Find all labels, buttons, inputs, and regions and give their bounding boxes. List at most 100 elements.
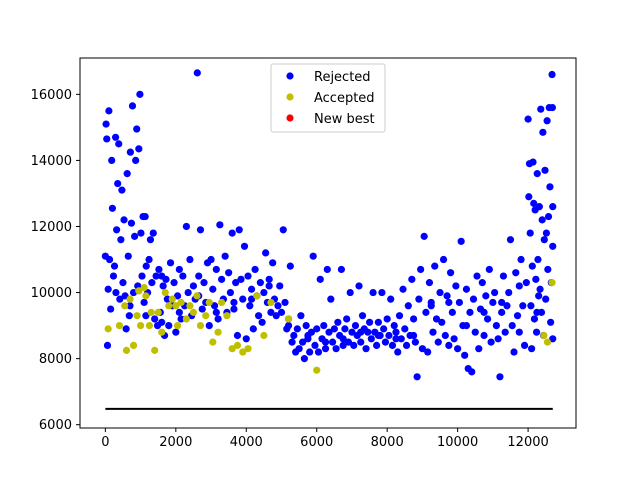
point-rejected [544, 212, 553, 221]
point-rejected [141, 212, 149, 221]
point-accepted [140, 284, 148, 292]
point-rejected [527, 302, 535, 310]
point-accepted [228, 345, 236, 353]
point-rejected [510, 348, 518, 356]
point-rejected [506, 236, 515, 244]
point-accepted [223, 312, 231, 320]
legend-marker-rejected [286, 72, 294, 80]
point-rejected [221, 252, 229, 260]
point-accepted [151, 346, 159, 354]
point-rejected [362, 345, 370, 353]
point-rejected [373, 341, 381, 350]
point-accepted [172, 302, 180, 310]
point-rejected [293, 325, 301, 333]
point-accepted [214, 328, 222, 336]
point-rejected [179, 272, 187, 280]
point-rejected [108, 156, 116, 165]
point-accepted [267, 298, 275, 307]
point-accepted [233, 341, 242, 350]
point-rejected [512, 269, 520, 277]
point-rejected [548, 103, 557, 112]
x-tick-label: 0 [101, 435, 109, 450]
point-rejected [489, 298, 497, 307]
point-rejected [109, 272, 118, 280]
point-rejected [175, 265, 183, 274]
point-rejected [425, 279, 434, 287]
point-rejected [499, 272, 508, 280]
point-accepted [126, 295, 134, 303]
point-rejected [343, 315, 351, 323]
point-rejected [364, 328, 372, 336]
point-rejected [107, 305, 115, 313]
point-rejected [196, 226, 205, 234]
x-axis: 0 2000 4000 6000 8000 10000 12000 [101, 428, 549, 450]
point-accepted [218, 298, 226, 307]
point-rejected [530, 199, 538, 207]
point-rejected [325, 328, 333, 336]
point-rejected [226, 288, 235, 297]
point-rejected [410, 331, 418, 340]
point-accepted [239, 348, 247, 356]
x-tick-label: 12000 [507, 435, 548, 450]
point-rejected [534, 255, 542, 264]
point-rejected [151, 315, 159, 323]
point-rejected [446, 269, 455, 277]
point-rejected [114, 179, 122, 188]
point-rejected [378, 288, 386, 297]
point-rejected [207, 255, 215, 264]
point-rejected [535, 292, 543, 300]
point-rejected [395, 312, 404, 320]
point-rejected [274, 302, 282, 310]
point-rejected [401, 325, 409, 333]
point-rejected [235, 226, 243, 234]
point-rejected [276, 282, 284, 290]
point-rejected [170, 279, 178, 287]
point-accepted [543, 338, 552, 346]
point-accepted [154, 308, 162, 316]
point-rejected [515, 328, 523, 336]
point-rejected [408, 275, 416, 283]
x-tick-label: 6000 [300, 435, 333, 450]
point-rejected [431, 262, 439, 270]
point-rejected [212, 308, 220, 316]
point-rejected [205, 321, 213, 330]
point-rejected [158, 318, 166, 326]
point-rejected [249, 325, 257, 333]
point-rejected [132, 156, 140, 165]
point-rejected [498, 298, 506, 307]
point-rejected [108, 204, 117, 212]
point-accepted [135, 287, 143, 295]
point-accepted [313, 366, 321, 374]
point-rejected [247, 285, 256, 293]
point-rejected [390, 321, 398, 330]
point-rejected [358, 312, 367, 320]
point-rejected [483, 315, 492, 323]
point-rejected [155, 265, 163, 274]
point-rejected [302, 321, 310, 330]
point-rejected [295, 345, 303, 353]
point-rejected [441, 331, 449, 340]
point-accepted [260, 331, 268, 340]
point-rejected [487, 338, 495, 346]
y-tick-label: 16000 [31, 88, 72, 103]
point-rejected [135, 145, 143, 153]
point-rejected [369, 288, 377, 297]
point-rejected [269, 259, 277, 267]
point-rejected [146, 236, 155, 244]
point-rejected [152, 272, 160, 280]
point-accepted [193, 292, 201, 300]
point-rejected [367, 335, 375, 343]
x-tick-label: 2000 [159, 435, 192, 450]
point-rejected [503, 302, 511, 310]
point-rejected [394, 348, 402, 356]
point-rejected [214, 315, 222, 323]
point-rejected [304, 331, 312, 340]
point-rejected [388, 341, 397, 350]
point-accepted [548, 279, 556, 287]
point-rejected [468, 368, 476, 376]
point-accepted [121, 302, 129, 310]
point-rejected [286, 262, 294, 270]
point-rejected [116, 295, 124, 303]
